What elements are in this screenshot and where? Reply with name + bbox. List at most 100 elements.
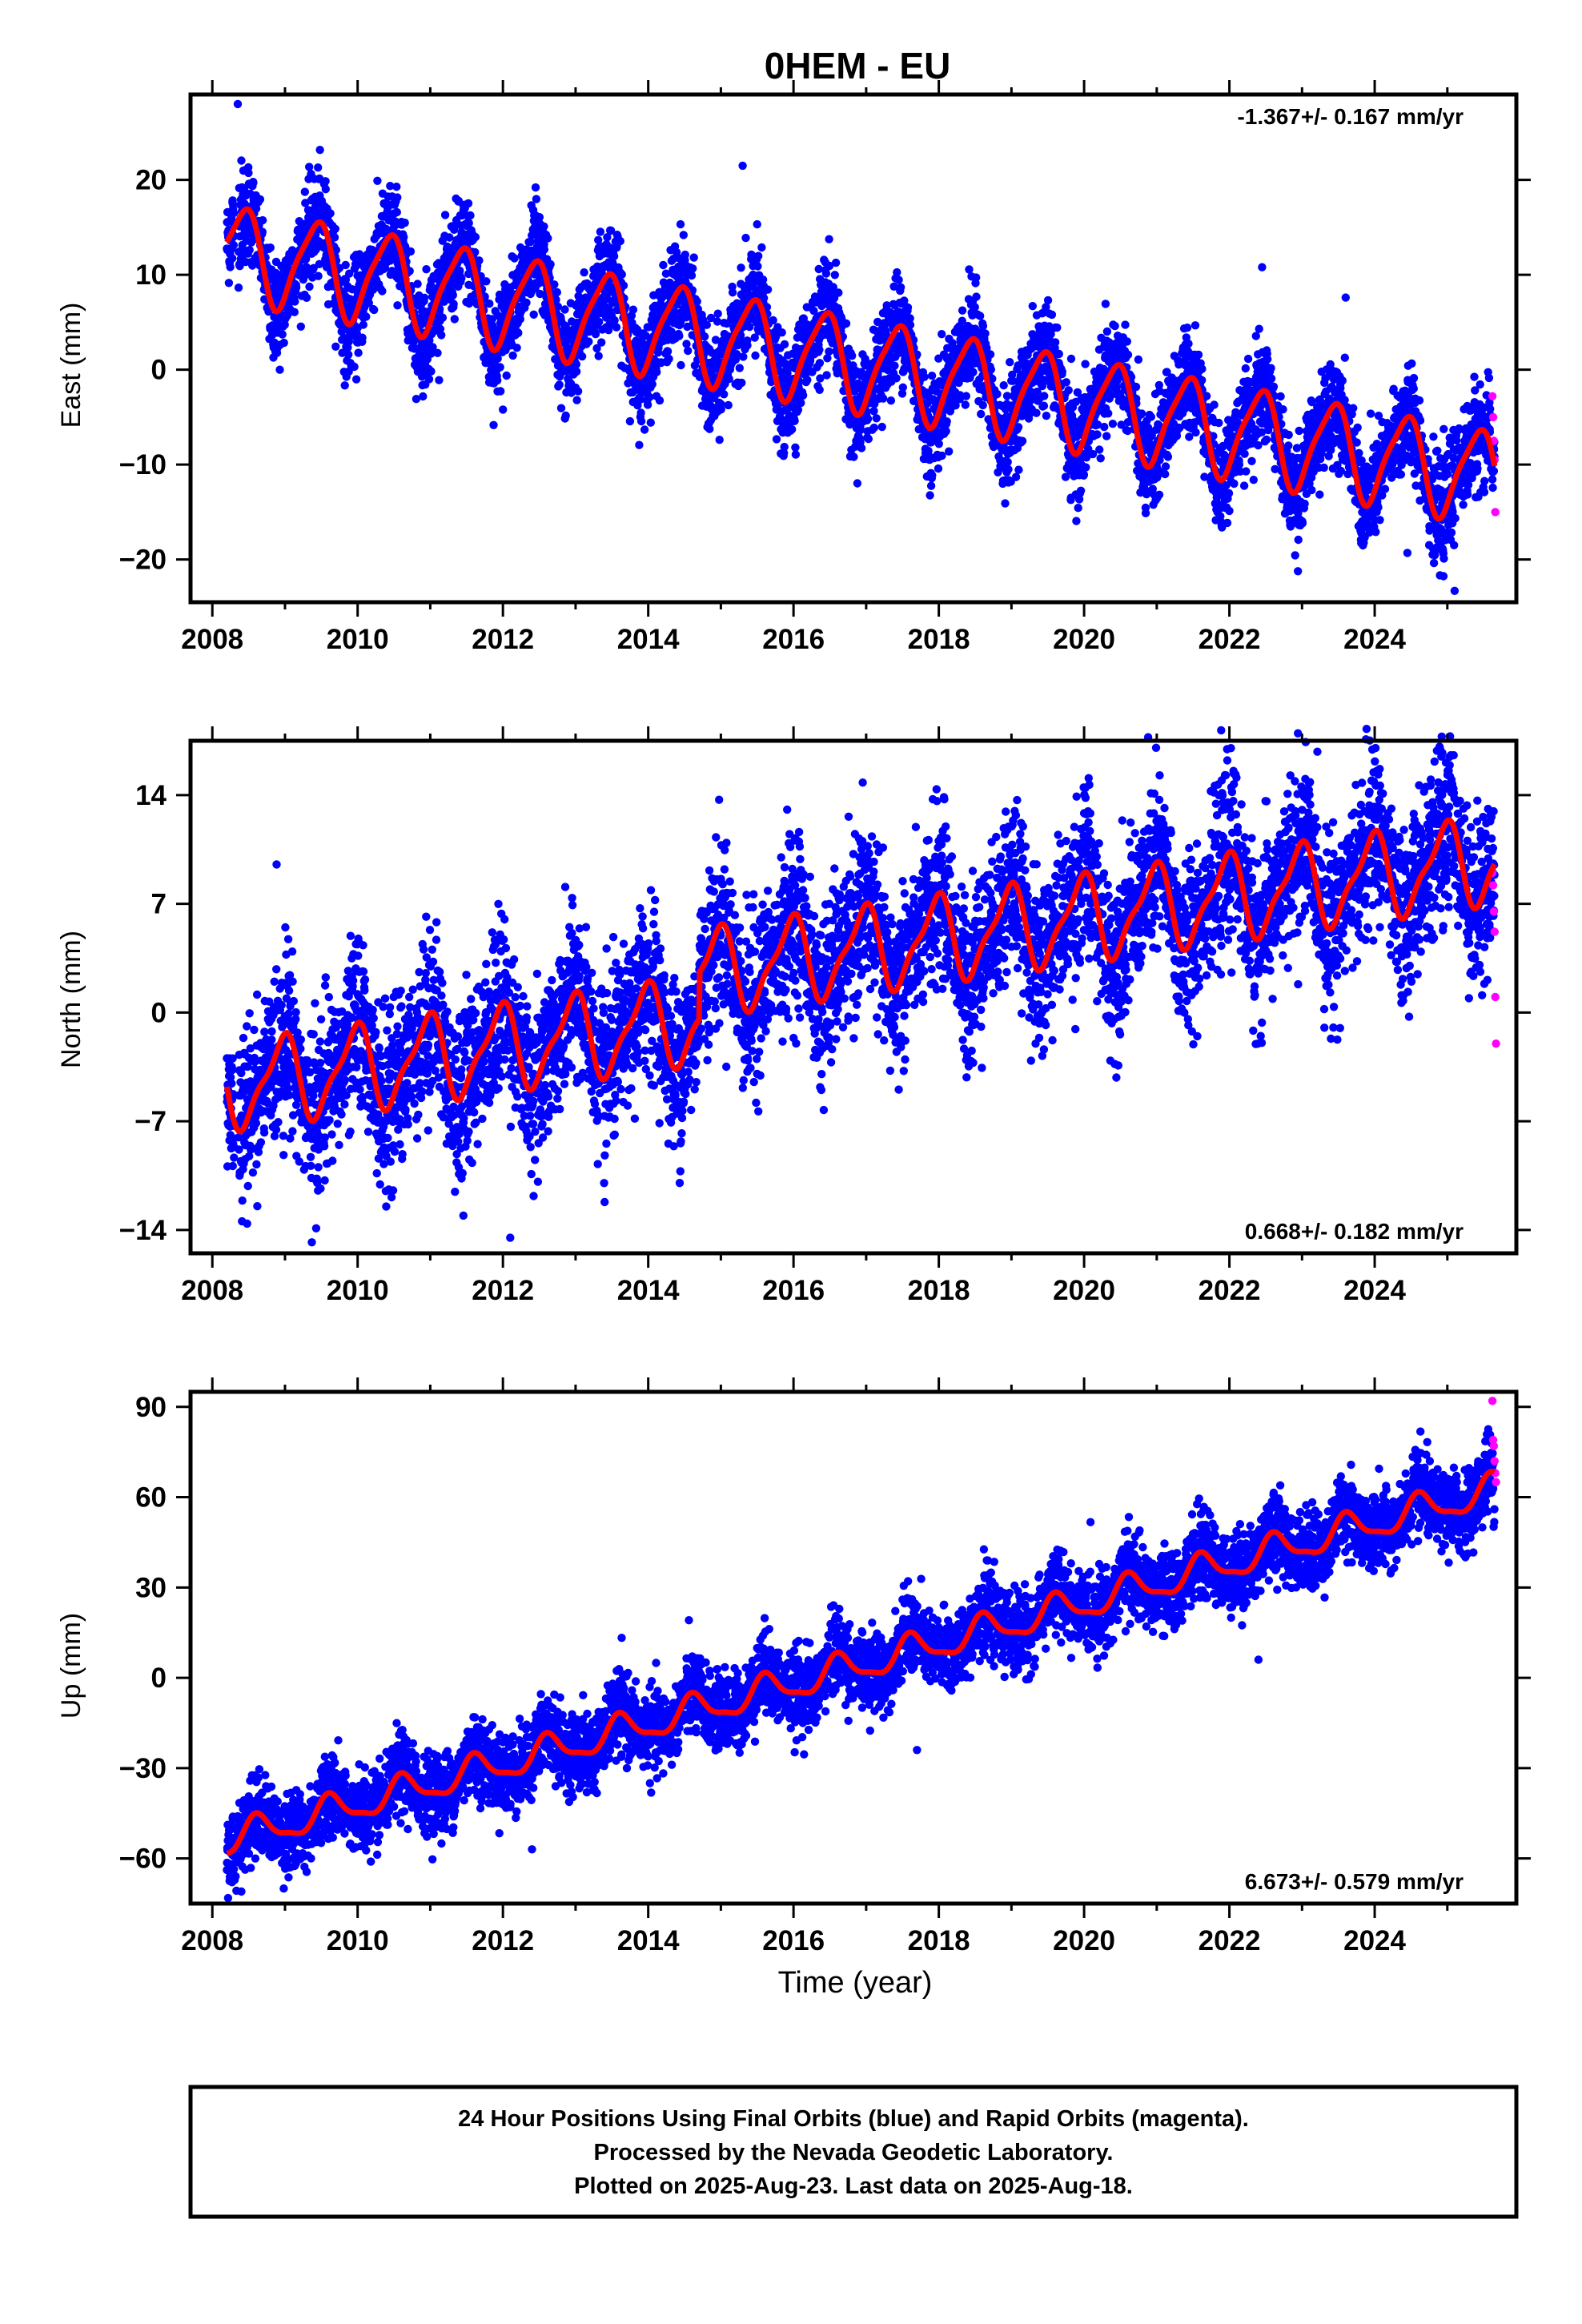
east-final-point bbox=[728, 288, 737, 297]
east-final-point bbox=[628, 305, 638, 314]
east-final-point bbox=[676, 219, 685, 229]
east-final-point bbox=[927, 372, 937, 380]
east-final-point bbox=[1053, 323, 1062, 332]
east-final-point bbox=[237, 156, 246, 165]
footer-line-1: 24 Hour Positions Using Final Orbits (bl… bbox=[458, 2106, 1249, 2132]
east-final-point bbox=[886, 396, 896, 405]
footer-line-3: Plotted on 2025-Aug-23. Last data on 202… bbox=[574, 2173, 1133, 2199]
east-final-point bbox=[572, 396, 581, 404]
east-final-point bbox=[877, 422, 886, 432]
east-final-point bbox=[938, 451, 946, 460]
east-final-point bbox=[821, 269, 831, 278]
east-final-point bbox=[665, 354, 673, 364]
east-final-point bbox=[1191, 321, 1200, 330]
east-final-point bbox=[448, 291, 457, 300]
east-final-point bbox=[516, 315, 524, 324]
east-final-point bbox=[258, 215, 267, 225]
east-final-point bbox=[540, 245, 549, 254]
east-final-point bbox=[945, 447, 954, 456]
east-final-point bbox=[1161, 462, 1170, 471]
east-final-point bbox=[1054, 349, 1064, 359]
east-final-point bbox=[1058, 368, 1067, 376]
east-final-point bbox=[894, 275, 903, 284]
east-final-point bbox=[1004, 464, 1013, 474]
east-final-point bbox=[326, 209, 335, 218]
east-final-point bbox=[920, 372, 929, 381]
east-final-point bbox=[715, 436, 724, 444]
east-final-point bbox=[302, 255, 311, 263]
east-final-point bbox=[561, 411, 570, 420]
east-final-point bbox=[351, 375, 361, 384]
east-final-point bbox=[849, 452, 858, 461]
east-final-point bbox=[305, 163, 314, 171]
east-final-point bbox=[302, 293, 311, 302]
east-final-point bbox=[981, 329, 990, 338]
east-final-point bbox=[235, 262, 244, 271]
east-final-point bbox=[1076, 486, 1086, 495]
x-axis-label: Time (year) bbox=[778, 1966, 933, 2000]
east-final-point bbox=[485, 300, 494, 308]
east-final-point bbox=[1101, 300, 1110, 308]
east-final-point bbox=[791, 450, 801, 459]
east-final-point bbox=[597, 338, 606, 347]
east-final-point bbox=[612, 323, 621, 332]
east-final-point bbox=[1134, 355, 1143, 364]
east-final-point bbox=[986, 350, 995, 359]
east-final-point bbox=[1047, 310, 1057, 320]
east-final-point bbox=[544, 234, 552, 243]
east-final-point bbox=[958, 306, 967, 315]
east-final-point bbox=[258, 227, 267, 236]
east-final-point bbox=[226, 263, 235, 271]
east-final-point bbox=[510, 254, 519, 263]
east-final-point bbox=[1182, 324, 1192, 332]
east-final-point bbox=[594, 352, 603, 360]
east-final-point bbox=[314, 271, 323, 280]
east-final-point bbox=[393, 301, 402, 310]
east-final-point bbox=[741, 233, 750, 243]
east-final-point bbox=[466, 211, 475, 220]
east-final-point bbox=[893, 267, 901, 277]
east-final-point bbox=[640, 425, 649, 434]
east-final-point bbox=[427, 367, 436, 376]
east-final-point bbox=[572, 367, 581, 376]
east-final-point bbox=[892, 374, 901, 383]
east-final-point bbox=[344, 350, 353, 359]
east-final-point bbox=[1032, 408, 1041, 417]
east-final-point bbox=[229, 208, 239, 218]
east-final-point bbox=[440, 211, 450, 219]
east-final-point bbox=[1081, 360, 1090, 368]
east-final-point bbox=[244, 168, 253, 178]
east-final-point bbox=[400, 219, 409, 227]
east-final-point bbox=[609, 251, 619, 261]
east-final-point bbox=[1102, 327, 1112, 336]
east-final-point bbox=[788, 425, 797, 434]
east-final-point bbox=[330, 233, 339, 242]
east-final-point bbox=[928, 471, 937, 480]
east-final-point bbox=[879, 394, 888, 403]
east-final-point bbox=[275, 365, 284, 374]
east-final-point bbox=[976, 312, 985, 320]
east-final-point bbox=[643, 400, 652, 409]
east-final-point bbox=[702, 320, 711, 329]
east-final-point bbox=[331, 224, 339, 233]
east-final-point bbox=[464, 199, 473, 208]
east-final-point bbox=[245, 246, 254, 255]
east-final-point bbox=[1002, 392, 1012, 400]
east-final-point bbox=[869, 423, 879, 432]
east-plot-area: 2008 2010 2012 2014 2016 2018 2020 2022 2024−20−… bbox=[119, 80, 1531, 655]
east-final-point bbox=[1066, 354, 1076, 364]
east-final-point bbox=[1018, 436, 1027, 445]
east-final-point bbox=[540, 222, 548, 231]
east-final-point bbox=[689, 264, 697, 273]
east-final-point bbox=[848, 352, 857, 360]
east-final-point bbox=[890, 361, 899, 370]
east-final-point bbox=[617, 270, 626, 279]
east-final-point bbox=[830, 271, 840, 279]
east-final-point bbox=[227, 254, 237, 263]
east-final-point bbox=[550, 280, 559, 289]
east-final-point bbox=[655, 396, 665, 405]
east-final-point bbox=[646, 418, 655, 427]
east-final-point bbox=[970, 303, 979, 312]
east-final-point bbox=[636, 408, 645, 417]
east-final-point bbox=[777, 328, 786, 337]
